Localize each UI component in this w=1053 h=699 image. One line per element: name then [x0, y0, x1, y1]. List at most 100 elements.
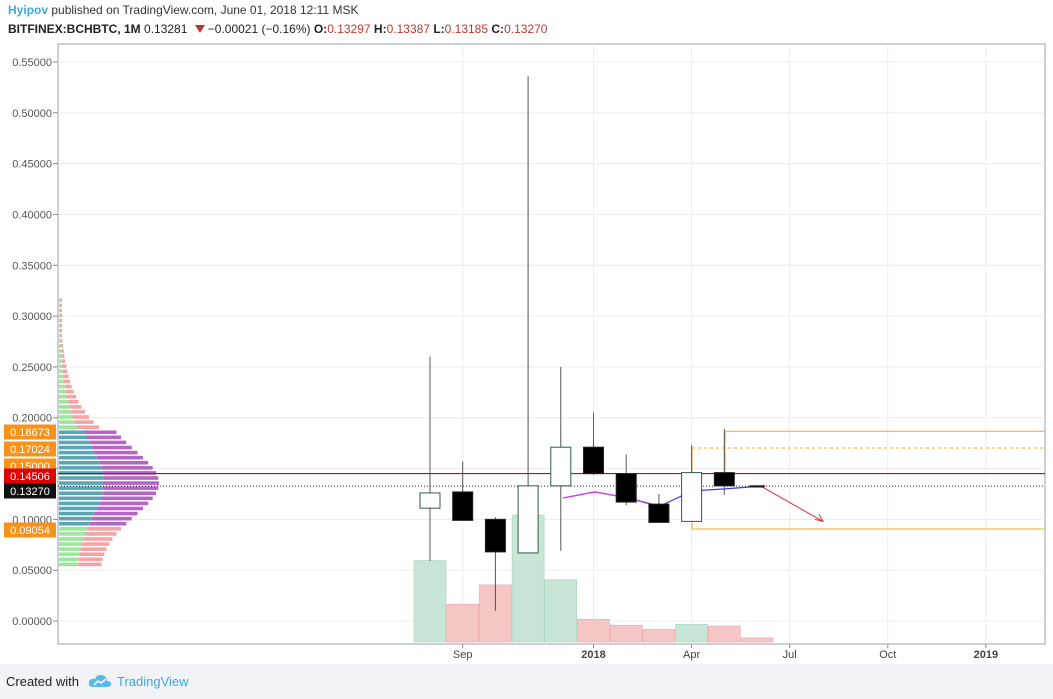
profile-bar: [59, 552, 80, 557]
profile-bar: [86, 435, 122, 440]
y-tick-label: 0.30000: [12, 311, 52, 323]
profile-bar: [66, 394, 76, 399]
profile-bar: [59, 476, 104, 480]
y-tick-label: 0.45000: [12, 159, 52, 171]
created-with-text: Created with: [6, 674, 79, 689]
high-label: H:: [373, 22, 387, 36]
profile-bar: [59, 557, 79, 562]
profile-bar: [60, 313, 62, 318]
volume-bar: [413, 560, 447, 643]
profile-bar: [59, 364, 63, 369]
profile-bar: [86, 527, 122, 531]
profile-bar: [63, 374, 69, 379]
profile-bar: [101, 496, 153, 501]
profile-bar: [60, 308, 62, 313]
open-value: 0.13297: [327, 22, 371, 36]
tradingview-link[interactable]: TradingView: [117, 674, 189, 689]
profile-bar: [59, 420, 75, 424]
candle-body: [517, 485, 539, 554]
candle-body: [749, 485, 765, 488]
x-tick-label: 2019: [974, 649, 998, 661]
candle-body: [550, 446, 572, 487]
profile-bar: [61, 349, 64, 353]
moving-average-line: [562, 491, 661, 508]
profile-bar: [59, 298, 61, 302]
price-change: −0.00021 (−0.16%): [207, 22, 311, 36]
profile-bar: [59, 440, 90, 445]
projection-arrowhead: [814, 514, 825, 523]
profile-bar: [59, 425, 77, 429]
volume-bar: [577, 619, 610, 643]
tradingview-cloud-icon: [88, 674, 112, 687]
y-tick-label: 0.20000: [12, 413, 52, 425]
profile-bar: [89, 440, 127, 445]
profile-bar: [104, 481, 159, 485]
candle-body: [681, 472, 703, 522]
profile-bar: [59, 359, 62, 363]
volume-bar: [544, 579, 578, 643]
profile-bar: [59, 318, 61, 323]
profile-bar: [65, 389, 74, 394]
profile-bar: [62, 364, 67, 369]
profile-bar: [59, 491, 103, 496]
projection-arrow: [761, 486, 824, 522]
symbol-name: BITFINEX:BCHBTC, 1M: [8, 22, 141, 36]
published-text: published on TradingView.com, June 01, 2…: [51, 3, 359, 17]
profile-bar: [59, 435, 87, 440]
publish-info: Hyipov published on TradingView.com, Jun…: [8, 3, 358, 17]
volume-bar: [446, 603, 480, 643]
profile-bar: [99, 501, 149, 506]
profile-bar: [59, 466, 102, 470]
price-label-box: [4, 441, 56, 457]
price-chart[interactable]: 0.000000.050000.100000.150000.200000.250…: [0, 0, 1053, 664]
profile-bar: [59, 394, 67, 399]
profile-bar: [59, 542, 82, 546]
profile-bar: [59, 511, 95, 516]
profile-bar: [59, 384, 65, 389]
profile-bar: [59, 430, 85, 435]
profile-bar: [99, 460, 149, 465]
profile-bar: [62, 369, 68, 374]
profile-bar: [61, 359, 66, 363]
profile-bar: [59, 455, 97, 460]
profile-bar: [83, 537, 113, 541]
y-tick-label: 0.25000: [12, 362, 52, 374]
candle-body: [648, 503, 670, 523]
profile-bar: [59, 410, 71, 414]
volume-bar: [675, 624, 708, 643]
profile-bar: [67, 399, 79, 404]
down-arrow-icon: [194, 25, 205, 33]
profile-bar: [59, 308, 61, 313]
profile-bar: [59, 405, 70, 409]
candle-body: [615, 473, 637, 503]
candle-body: [452, 491, 474, 521]
candle-body: [713, 472, 735, 487]
profile-bar: [60, 328, 62, 333]
profile-bar: [59, 313, 61, 318]
profile-bar: [96, 455, 144, 460]
profile-bar: [60, 318, 62, 323]
profile-bar: [78, 557, 103, 562]
candle-body: [583, 446, 604, 475]
profile-bar: [102, 471, 157, 475]
candle-body: [419, 492, 441, 509]
profile-bar: [94, 450, 138, 455]
profile-bar: [91, 445, 132, 450]
y-tick-label: 0.00000: [12, 616, 52, 628]
profile-bar: [101, 466, 153, 470]
x-tick-label: Sep: [453, 649, 473, 661]
profile-bar: [59, 527, 87, 531]
last-price: 0.13281: [144, 22, 188, 36]
profile-bar: [59, 415, 73, 419]
x-tick-label: 2018: [581, 649, 605, 661]
profile-bar: [59, 389, 66, 394]
profile-bar: [59, 344, 61, 348]
candle-body: [484, 518, 506, 553]
profile-bar: [59, 547, 81, 551]
profile-bar: [59, 399, 68, 404]
price-label-text: 0.17024: [10, 444, 50, 456]
profile-bar: [63, 379, 71, 384]
author-name[interactable]: Hyipov: [8, 3, 49, 17]
profile-bar: [103, 486, 159, 490]
profile-bar: [59, 460, 100, 465]
